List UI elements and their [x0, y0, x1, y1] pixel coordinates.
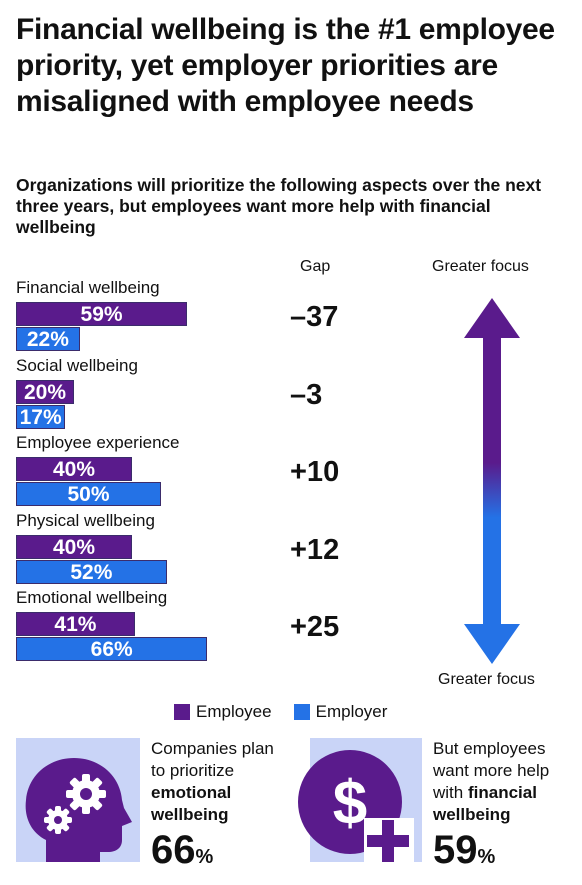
- card-financial-bold2: wellbeing: [433, 805, 511, 824]
- bar-employer: 66%: [16, 637, 208, 661]
- legend-label-employer: Employer: [315, 702, 388, 721]
- bar-employee: 40%: [16, 457, 132, 481]
- card-emotional-line1: Companies plan: [151, 739, 274, 758]
- bar-employer: 17%: [16, 404, 66, 429]
- card-emotional-line2: to prioritize: [151, 761, 235, 780]
- category-label: Employee experience: [16, 433, 180, 452]
- card-emotional-bold1: emotional: [151, 783, 232, 802]
- focus-arrow-icon: [464, 298, 520, 664]
- category-label: Emotional wellbeing: [16, 588, 168, 607]
- bar-employer: 22%: [16, 327, 80, 351]
- legend-employee: Employee: [174, 702, 272, 722]
- card-financial-bold1: financial: [467, 783, 537, 802]
- legend-swatch-employee: [174, 704, 190, 720]
- card-emotional-text: Companies plan to prioritize emotional w…: [151, 738, 291, 826]
- bar-employer: 52%: [16, 559, 167, 584]
- gap-value: –3: [290, 378, 323, 411]
- bar-employee: 41%: [16, 612, 135, 636]
- gap-value: –37: [290, 301, 339, 333]
- bar-employee: 40%: [16, 534, 132, 559]
- bar-employee: 20%: [16, 379, 74, 404]
- gap-value: +25: [290, 611, 340, 643]
- gap-value: +10: [290, 456, 340, 488]
- card-financial-pct: %: [477, 846, 496, 868]
- card-financial-text: But employees want more help with financ…: [433, 738, 573, 826]
- card-financial-line2: want more help: [433, 761, 550, 780]
- category-label: Physical wellbeing: [16, 510, 155, 530]
- card-emotional-number: 66: [151, 828, 196, 872]
- arrow-bottom-label: Greater focus: [438, 671, 535, 688]
- card-emotional-pct: %: [195, 846, 214, 868]
- category-label: Social wellbeing: [16, 355, 138, 375]
- dollar-plus-icon: $: [298, 750, 414, 864]
- card-emotional-bold2: wellbeing: [151, 805, 229, 824]
- arrow-top-label: Greater focus: [432, 258, 529, 275]
- category-label: Financial wellbeing: [16, 278, 160, 297]
- bar-employee: 59%: [16, 302, 188, 326]
- head-gears-icon: [25, 758, 133, 862]
- legend-label-employee: Employee: [196, 702, 272, 721]
- bar-employer: 50%: [16, 482, 161, 506]
- legend-swatch-employer: [293, 704, 310, 720]
- gap-value: +12: [290, 533, 340, 566]
- legend-employer: Employer: [293, 702, 388, 722]
- page-title: Financial wellbeing is the #1 employee p…: [16, 13, 555, 118]
- svg-text:$: $: [333, 769, 367, 838]
- page-subtitle: Organizations will prioritize the follow…: [16, 175, 542, 237]
- card-financial-line3: with: [433, 783, 464, 802]
- card-financial-number: 59: [433, 828, 478, 872]
- chart-legend: Employee Employer: [174, 702, 409, 722]
- card-financial-line1: But employees: [433, 739, 546, 758]
- card-financial-value: 59%: [433, 828, 495, 873]
- card-emotional-value: 66%: [151, 828, 213, 873]
- gap-column-header: Gap: [300, 258, 331, 275]
